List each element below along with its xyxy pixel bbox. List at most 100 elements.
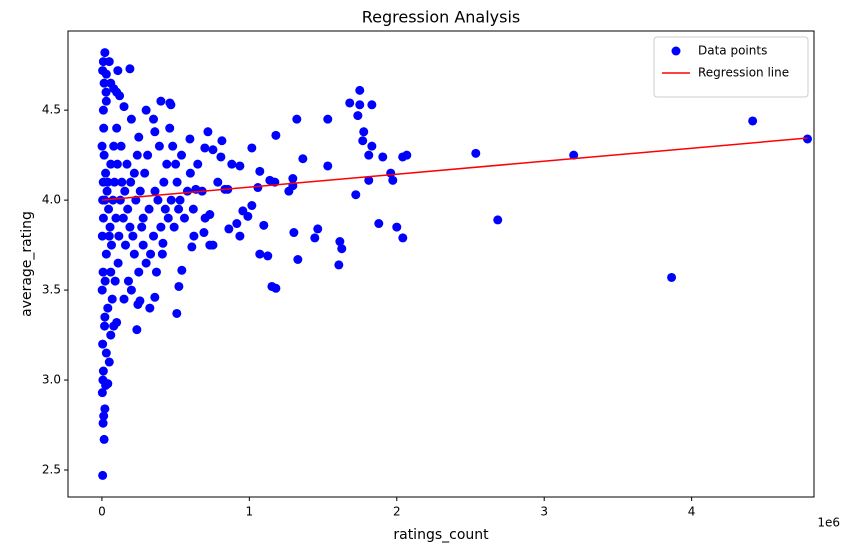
data-point — [351, 190, 361, 200]
data-point — [107, 294, 117, 304]
data-point — [134, 267, 144, 277]
data-point — [137, 222, 147, 232]
data-point — [135, 296, 145, 306]
data-point — [255, 166, 265, 176]
data-point — [120, 240, 130, 250]
data-point — [227, 159, 237, 169]
data-point — [144, 204, 154, 214]
data-point — [128, 231, 138, 241]
data-point — [174, 281, 184, 291]
data-point — [135, 186, 145, 196]
data-point — [108, 195, 118, 205]
data-point — [115, 195, 125, 205]
data-point — [97, 141, 107, 151]
data-point — [104, 357, 114, 367]
data-point — [115, 91, 125, 101]
data-point — [140, 168, 150, 178]
data-point — [98, 213, 108, 223]
data-point — [156, 222, 166, 232]
data-point — [200, 213, 210, 223]
legend-label: Data points — [698, 44, 767, 58]
data-point — [235, 231, 245, 241]
chart-title: Regression Analysis — [362, 8, 521, 27]
data-point — [169, 222, 179, 232]
data-point — [117, 177, 127, 187]
data-point — [193, 159, 203, 169]
data-point — [271, 130, 281, 140]
data-point — [284, 186, 294, 196]
data-point — [129, 249, 139, 259]
data-point — [166, 100, 176, 110]
data-point — [392, 222, 402, 232]
data-point — [116, 141, 126, 151]
data-point — [123, 276, 133, 286]
data-point — [100, 404, 110, 414]
data-point — [138, 213, 148, 223]
data-point — [113, 258, 123, 268]
data-point — [334, 260, 344, 270]
data-point — [216, 152, 226, 162]
data-point — [160, 204, 170, 214]
data-point — [101, 249, 111, 259]
data-point — [122, 159, 132, 169]
data-point — [114, 231, 124, 241]
data-point — [154, 141, 164, 151]
data-point — [104, 204, 114, 214]
data-point — [367, 100, 377, 110]
data-point — [123, 204, 133, 214]
data-point — [101, 96, 111, 106]
x-tick-label: 3 — [540, 505, 548, 519]
data-point — [150, 127, 160, 137]
legend-marker — [671, 46, 681, 56]
data-point — [126, 114, 136, 124]
data-point — [125, 64, 135, 74]
data-point — [217, 136, 227, 146]
data-point — [168, 141, 178, 151]
data-point — [803, 134, 813, 144]
data-point — [99, 123, 109, 133]
data-point — [189, 231, 199, 241]
data-point — [101, 348, 111, 358]
data-point — [172, 177, 182, 187]
data-point — [232, 219, 242, 229]
data-point — [359, 127, 369, 137]
data-point — [335, 237, 345, 247]
data-point — [132, 325, 142, 335]
data-point — [149, 231, 159, 241]
data-point — [109, 177, 119, 187]
data-point — [97, 388, 107, 398]
data-point — [253, 183, 263, 193]
x-tick-label: 1 — [246, 505, 254, 519]
data-point — [667, 272, 677, 282]
y-tick-label: 4.5 — [42, 103, 61, 117]
data-point — [105, 222, 115, 232]
data-point — [288, 174, 298, 184]
data-point — [174, 204, 184, 214]
data-point — [177, 265, 187, 275]
data-point — [165, 123, 175, 133]
data-point — [113, 66, 123, 76]
legend: Data points Regression line — [653, 36, 809, 98]
data-point — [111, 213, 121, 223]
data-point — [119, 294, 129, 304]
data-point — [298, 154, 308, 164]
data-point — [378, 152, 388, 162]
data-point — [100, 48, 110, 58]
x-tick-label: 4 — [688, 505, 696, 519]
y-tick-label: 4.0 — [42, 193, 61, 207]
x-tick-label: 0 — [98, 505, 106, 519]
data-point — [112, 159, 122, 169]
data-point — [129, 168, 139, 178]
data-point — [166, 195, 176, 205]
data-point — [748, 116, 758, 126]
data-point — [106, 159, 116, 169]
data-point — [224, 224, 234, 234]
data-point — [100, 321, 110, 331]
data-point — [182, 186, 192, 196]
data-point — [100, 276, 110, 286]
data-point — [100, 312, 110, 322]
data-point — [99, 150, 109, 160]
data-point — [97, 231, 107, 241]
data-point — [98, 470, 108, 480]
